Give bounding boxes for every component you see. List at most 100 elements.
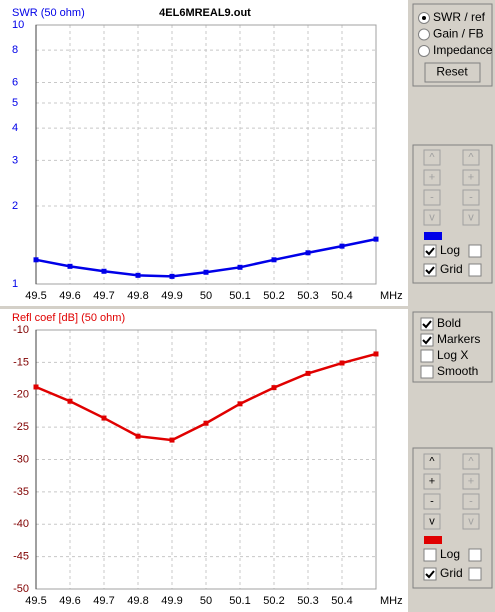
y-tick-label: -20 <box>13 389 29 401</box>
scale-button[interactable] <box>423 453 441 470</box>
y-tick-label: -50 <box>13 583 29 595</box>
checkbox[interactable] <box>423 263 437 277</box>
x-tick-label: 49.9 <box>161 290 182 302</box>
checkbox-label: Smooth <box>437 364 478 378</box>
y-tick-label: -45 <box>13 551 29 563</box>
scale-button[interactable] <box>462 513 480 530</box>
scale-button[interactable] <box>462 149 480 166</box>
scale-button[interactable] <box>423 169 441 186</box>
scale-button-label: + <box>468 475 474 487</box>
scale-button-label: v <box>429 515 435 527</box>
data-marker <box>203 269 209 275</box>
scale-button[interactable] <box>423 473 441 490</box>
checkbox-label: Log X <box>437 348 468 362</box>
data-marker <box>237 264 243 270</box>
x-unit: MHz <box>380 595 403 607</box>
group-boxes <box>412 3 493 589</box>
y-axis-label: SWR (50 ohm) <box>12 7 85 19</box>
scale-button[interactable] <box>423 189 441 206</box>
scale-button[interactable] <box>462 493 480 510</box>
data-marker <box>101 268 107 274</box>
y-tick-label: 10 <box>12 19 24 31</box>
checkbox[interactable] <box>420 317 434 331</box>
data-marker <box>373 236 379 242</box>
y-tick-label: 6 <box>12 76 18 88</box>
x-tick-label: 50.2 <box>263 595 284 607</box>
x-tick-label: 50 <box>200 595 212 607</box>
data-marker <box>203 420 209 426</box>
scale-button[interactable] <box>462 209 480 226</box>
check-mark <box>425 247 435 256</box>
x-tick-label: 50.1 <box>229 290 250 302</box>
x-tick-label: 49.9 <box>161 595 182 607</box>
data-marker <box>135 433 141 439</box>
group-box <box>412 144 493 284</box>
radio-label: SWR / ref <box>433 10 486 24</box>
x-tick-label: 50.2 <box>263 290 284 302</box>
checkbox <box>468 263 482 277</box>
scale-button-label: + <box>429 475 435 487</box>
radio-dot <box>422 16 426 20</box>
x-unit: MHz <box>380 290 403 302</box>
scale-button[interactable] <box>423 149 441 166</box>
radio-label: Impedance <box>433 43 493 57</box>
scale-button-label: ^ <box>468 455 474 467</box>
scale-button[interactable] <box>462 189 480 206</box>
scale-button[interactable] <box>423 513 441 530</box>
checkbox-label: Markers <box>437 332 480 346</box>
group-box <box>412 311 493 383</box>
check-mark <box>425 266 435 275</box>
scale-button[interactable] <box>423 209 441 226</box>
data-marker <box>169 437 175 443</box>
checkbox <box>468 244 482 258</box>
checkbox[interactable] <box>423 548 437 562</box>
scale-button[interactable] <box>423 493 441 510</box>
color-swatch[interactable] <box>424 536 442 544</box>
checkbox-label: Log <box>440 243 460 257</box>
chart-title: 4EL6MREAL9.out <box>159 7 251 19</box>
scale-button-label: - <box>469 495 473 507</box>
data-marker <box>339 360 345 366</box>
checkbox[interactable] <box>420 349 434 363</box>
scale-button[interactable] <box>462 169 480 186</box>
scale-button-label: ^ <box>429 151 435 163</box>
data-marker <box>33 384 39 390</box>
checkbox[interactable] <box>423 244 437 258</box>
x-tick-label: 50.3 <box>297 290 318 302</box>
checkbox[interactable] <box>420 365 434 379</box>
data-marker <box>271 257 277 263</box>
checkbox[interactable] <box>420 333 434 347</box>
scale-button-label: + <box>429 171 435 183</box>
scale-button-label: - <box>430 191 434 203</box>
color-swatch[interactable] <box>424 232 442 240</box>
y-tick-label: 3 <box>12 154 18 166</box>
scale-button[interactable] <box>462 473 480 490</box>
check-mark <box>422 320 432 329</box>
checkbox[interactable] <box>423 567 437 581</box>
checkbox-label: Log <box>440 547 460 561</box>
scale-button-label: ^ <box>468 151 474 163</box>
data-marker <box>305 370 311 376</box>
x-tick-label: 49.6 <box>59 595 80 607</box>
scale-button-label: v <box>468 515 474 527</box>
reset-label: Reset <box>436 65 468 79</box>
y-tick-label: -30 <box>13 453 29 465</box>
radio-button[interactable] <box>418 28 430 41</box>
data-marker <box>237 401 243 407</box>
data-marker <box>305 250 311 256</box>
reset-button[interactable] <box>424 62 481 83</box>
scale-button-label: - <box>469 191 473 203</box>
checkbox <box>468 548 482 562</box>
scale-button[interactable] <box>462 453 480 470</box>
y-tick-label: -40 <box>13 518 29 530</box>
top-panel <box>0 0 408 306</box>
checkbox-label: Grid <box>440 566 463 580</box>
checkbox <box>468 567 482 581</box>
y-tick-label: -10 <box>13 324 29 336</box>
x-tick-label: 49.8 <box>127 290 148 302</box>
y-tick-label: -25 <box>13 421 29 433</box>
scale-button-label: - <box>430 495 434 507</box>
x-tick-label: 49.5 <box>25 595 46 607</box>
radio-button[interactable] <box>418 45 430 57</box>
